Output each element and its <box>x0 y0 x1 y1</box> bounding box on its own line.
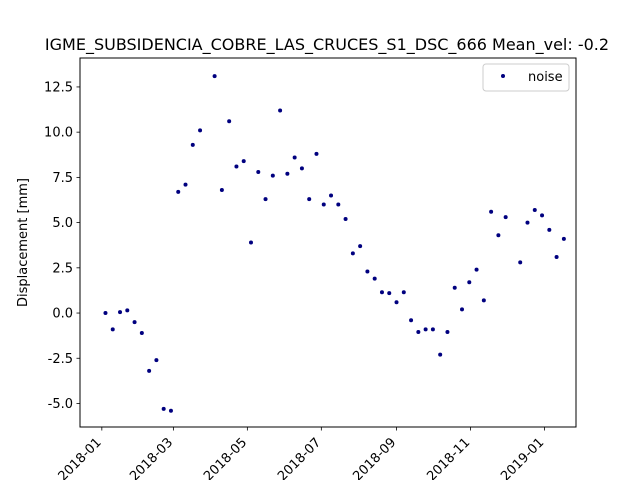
data-point <box>430 327 435 332</box>
data-point <box>438 352 443 357</box>
data-point <box>212 74 217 79</box>
legend: noise <box>482 63 570 92</box>
data-point <box>379 290 384 295</box>
data-point <box>292 155 297 160</box>
data-point <box>350 251 355 256</box>
data-point <box>263 197 268 202</box>
data-point <box>321 202 326 207</box>
data-point <box>139 330 144 335</box>
data-point <box>561 236 566 241</box>
data-point <box>518 260 523 265</box>
data-point <box>329 193 334 198</box>
data-point <box>372 276 377 281</box>
data-point <box>445 330 450 335</box>
y-tick-label: 5.0 <box>52 216 73 231</box>
data-point <box>307 197 312 202</box>
y-tick-label: 12.5 <box>44 80 73 95</box>
data-point <box>227 119 232 124</box>
legend-box <box>482 63 570 92</box>
data-point <box>416 330 421 335</box>
data-point <box>394 300 399 305</box>
data-point <box>241 159 246 164</box>
data-point <box>525 220 530 225</box>
y-tick-label: -5.0 <box>48 397 73 412</box>
axes-frame <box>79 57 577 428</box>
data-point <box>460 307 465 312</box>
chart-title: IGME_SUBSIDENCIA_COBRE_LAS_CRUCES_S1_DSC… <box>45 35 609 55</box>
legend-marker <box>501 74 505 78</box>
data-point <box>365 269 370 274</box>
data-point <box>489 209 494 214</box>
data-point <box>547 227 552 232</box>
data-point <box>183 182 188 187</box>
data-point <box>234 164 239 169</box>
data-point <box>147 368 152 373</box>
y-tick-label: 0.0 <box>52 307 73 322</box>
y-tick-label: 7.5 <box>52 171 73 186</box>
data-point <box>336 202 341 207</box>
data-point <box>409 318 414 323</box>
data-point <box>110 327 115 332</box>
data-point <box>554 254 559 259</box>
data-point <box>132 320 137 325</box>
data-point <box>168 408 173 413</box>
y-axis-label: Displacement [mm] <box>16 178 31 307</box>
data-point <box>125 308 130 313</box>
y-tick-label: -2.5 <box>48 352 73 367</box>
data-point <box>103 311 108 316</box>
data-point <box>256 169 261 174</box>
data-point <box>118 310 123 315</box>
data-point <box>161 406 166 411</box>
data-point <box>423 327 428 332</box>
data-point <box>343 216 348 221</box>
data-point <box>219 188 224 193</box>
legend-label-noise: noise <box>528 70 563 85</box>
data-point <box>387 291 392 296</box>
y-axis: -5.0 -2.5 0.0 2.5 5.0 7.5 10.0 12.5 <box>44 80 80 412</box>
data-point <box>540 213 545 218</box>
data-point <box>358 244 363 249</box>
data-point <box>190 142 195 147</box>
data-point <box>285 171 290 176</box>
data-point <box>314 151 319 156</box>
data-point <box>452 285 457 290</box>
data-point <box>270 173 275 178</box>
data-point <box>154 358 159 363</box>
data-point <box>278 108 283 113</box>
y-tick-label: 10.0 <box>44 126 73 141</box>
y-tick-label: 2.5 <box>52 261 73 276</box>
data-point <box>467 280 472 285</box>
data-point <box>299 166 304 171</box>
data-point <box>176 189 181 194</box>
data-point <box>496 233 501 238</box>
plot-area <box>103 74 566 413</box>
data-point <box>481 298 486 303</box>
data-point <box>401 290 406 295</box>
data-point <box>198 128 203 133</box>
data-point <box>248 240 253 245</box>
data-point <box>503 215 508 220</box>
data-point <box>532 207 537 212</box>
data-point <box>474 267 479 272</box>
